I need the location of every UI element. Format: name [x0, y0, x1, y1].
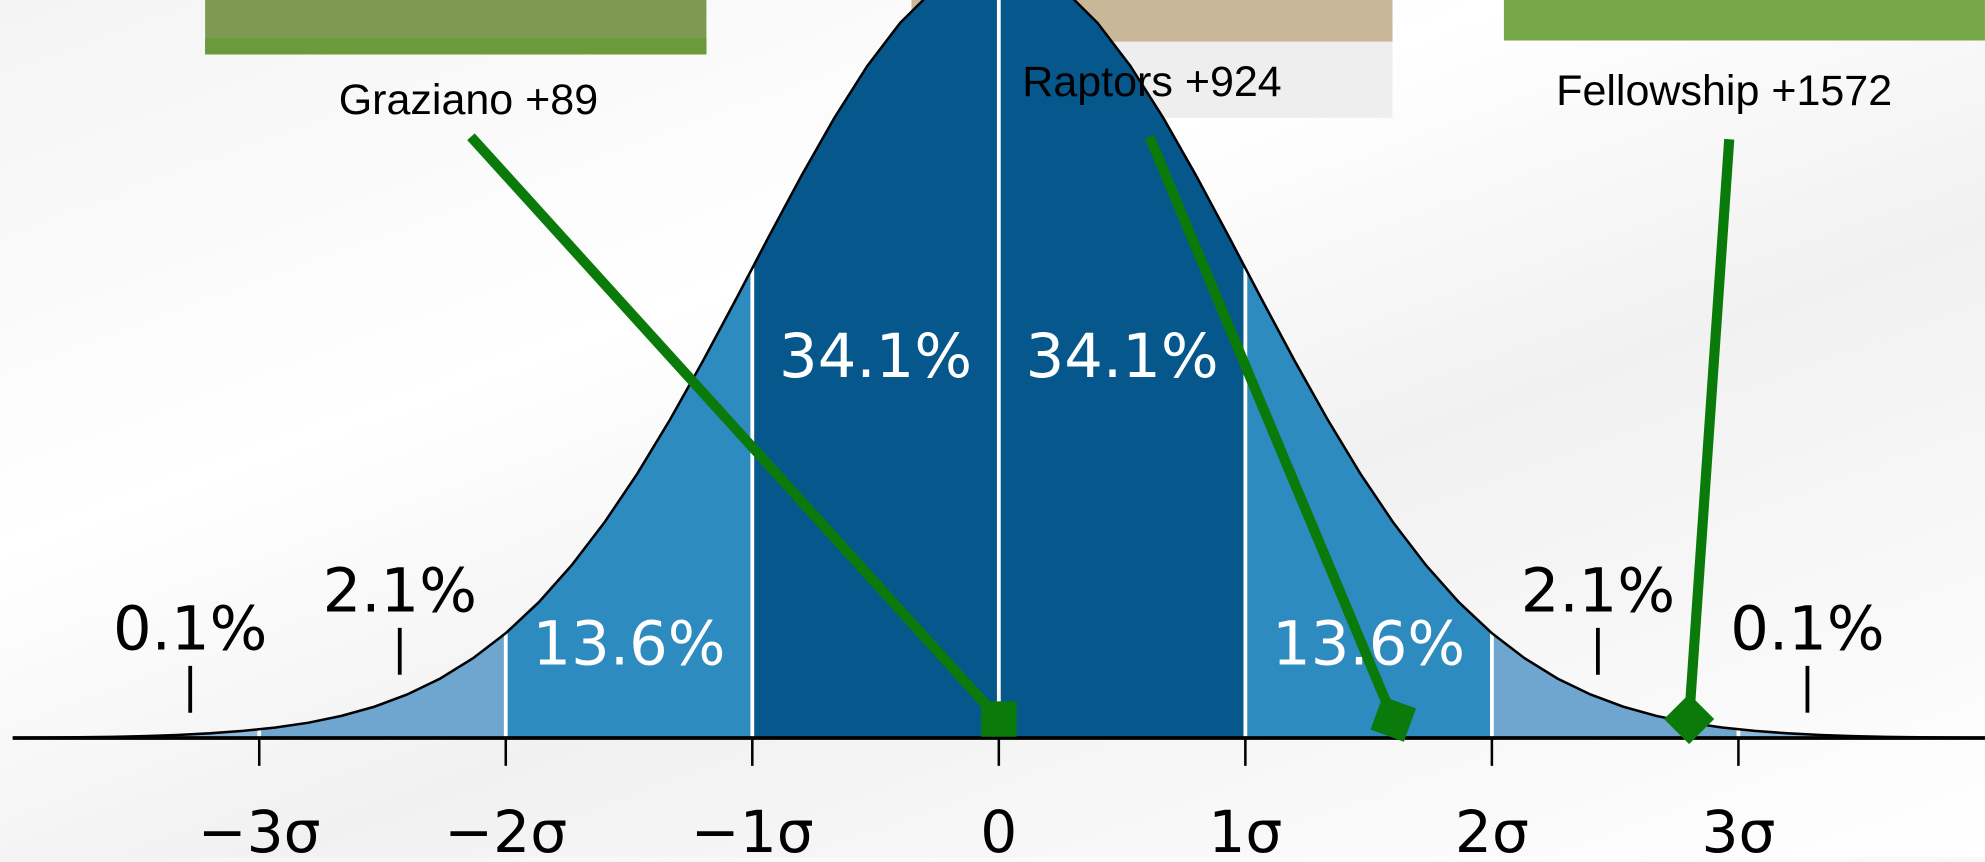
- photo: [1503, 0, 1985, 41]
- marker: [981, 701, 1017, 737]
- x-tick-label: −1σ: [691, 798, 814, 857]
- region-label: 2.1%: [323, 556, 477, 626]
- marker-label: Raptors +924: [1022, 58, 1281, 106]
- curve: [12, 0, 1985, 740]
- region: [12, 729, 260, 739]
- region-label: 34.1%: [1026, 322, 1219, 392]
- x-tick-label: 2σ: [1455, 798, 1529, 857]
- x-tick-label: −2σ: [444, 798, 567, 857]
- marker-line: [1144, 134, 1398, 721]
- x-tick-label: −3σ: [198, 798, 321, 857]
- region-label: 2.1%: [1521, 556, 1675, 626]
- x-tick-label: 1σ: [1208, 798, 1282, 857]
- region: [998, 0, 1246, 739]
- photo-grass: [205, 37, 707, 55]
- region-label: 13.6%: [533, 610, 726, 680]
- marker-label: Graziano +89: [339, 76, 598, 124]
- x-tick-label: 0: [980, 798, 1017, 857]
- region-label: 34.1%: [779, 322, 972, 392]
- region: [1491, 633, 1739, 739]
- region-label: 0.1%: [113, 594, 267, 664]
- region: [1245, 268, 1492, 739]
- marker-line: [467, 133, 1003, 723]
- marker-line: [1684, 138, 1735, 720]
- region: [259, 633, 506, 739]
- region-label: 0.1%: [1730, 594, 1884, 664]
- marker-label: Fellowship +1572: [1556, 67, 1892, 115]
- region: [752, 0, 999, 739]
- region: [1738, 729, 1985, 739]
- x-tick-label: 3σ: [1701, 798, 1775, 857]
- marker: [1370, 696, 1416, 742]
